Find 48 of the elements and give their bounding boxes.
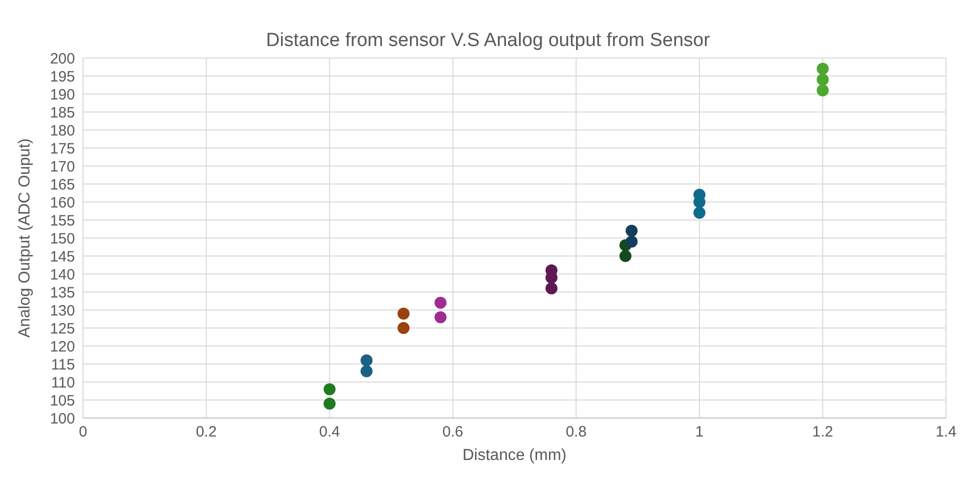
y-tick-label: 120 [50,338,75,356]
y-tick-label: 155 [50,212,75,230]
x-axis-title: Distance (mm) [462,447,567,464]
x-tick-label: 0.2 [196,424,217,441]
point [816,74,829,86]
x-tick-label: 1.2 [812,424,834,441]
point [360,354,373,366]
point [434,296,447,309]
point [545,282,558,294]
point [693,206,706,219]
x-tick-label: 1 [695,424,704,441]
y-tick-label: 125 [50,320,75,338]
point [619,250,632,262]
point [324,398,336,410]
y-tick-label: 160 [50,194,75,212]
y-tick-label: 105 [50,392,75,410]
point [626,236,638,248]
x-tick-label: 0.6 [442,424,464,441]
y-tick-label: 180 [50,122,75,140]
y-tick-label: 185 [50,104,75,122]
point [398,308,410,320]
point [360,365,373,378]
chart-title: Distance from sensor V.S Analog output from Sensor [265,30,711,52]
y-tick-label: 115 [51,356,75,374]
x-tick-label: 0 [78,424,88,441]
y-tick-label: 170 [50,158,75,176]
x-tick-label: 0.4 [319,424,340,441]
x-tick-label: 1.4 [936,424,956,441]
y-tick-label: 165 [50,176,75,194]
x-tick-label: 0.8 [566,424,587,441]
point [434,311,447,324]
point [626,224,638,237]
y-tick-label: 135 [50,284,75,302]
y-tick-label: 130 [50,302,75,320]
y-tick-label: 140 [50,266,75,284]
point [398,322,410,334]
point [324,383,336,396]
y-tick-label: 145 [50,248,75,266]
y-tick-label: 190 [50,86,75,104]
y-tick-label: 195 [50,68,75,86]
y-tick-label: 175 [50,140,75,158]
y-tick-label: 150 [50,230,75,248]
y-tick-label: 200 [50,50,75,68]
point [816,62,829,75]
y-tick-label: 100 [50,410,75,428]
y-axis-title: Analog Output (ADC Ouput) [16,138,34,338]
y-tick-label: 110 [51,374,75,392]
point [816,84,829,96]
